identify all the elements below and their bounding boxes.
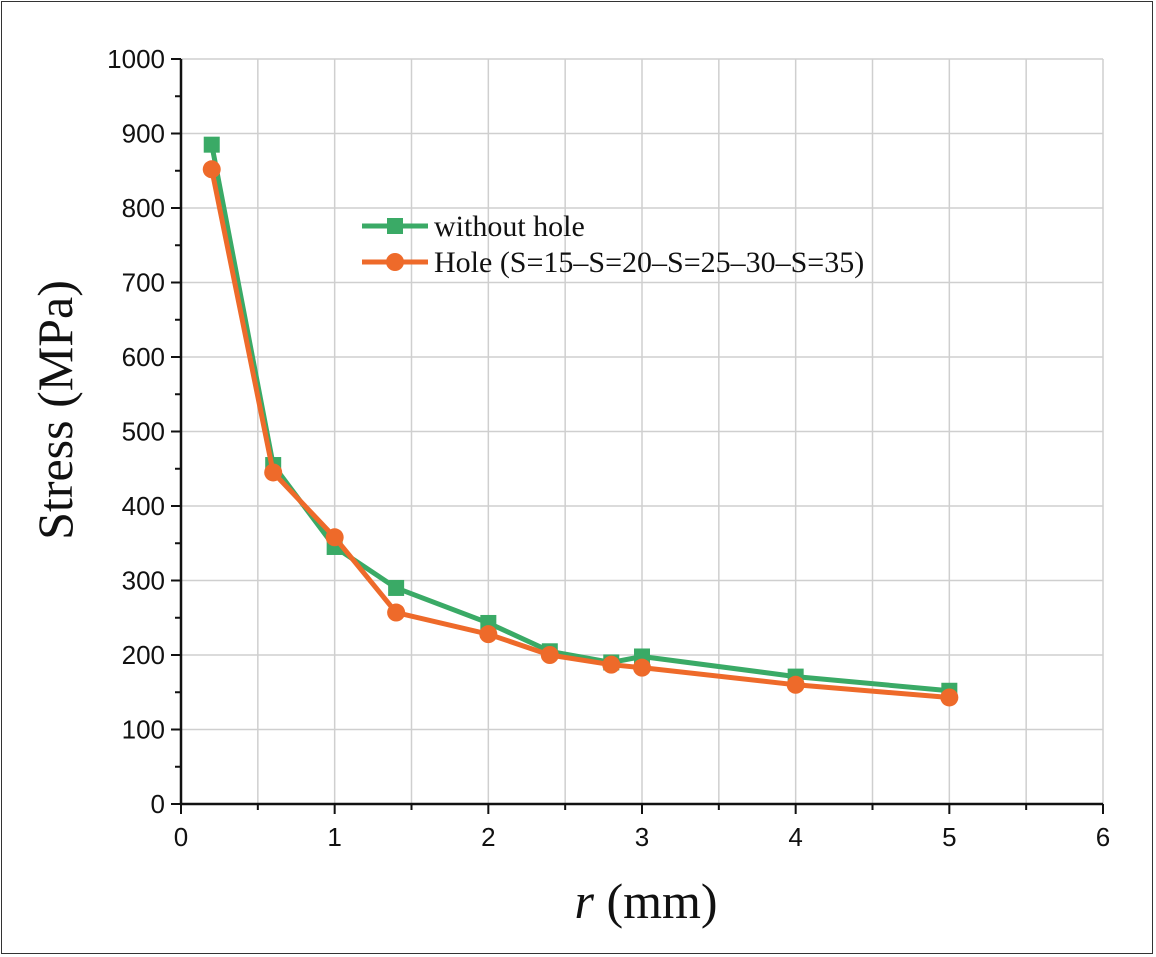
y-axis-title: Stress (MPa): [27, 280, 83, 540]
x-tick-label: 6: [1096, 822, 1110, 852]
y-tick-label: 0: [151, 789, 165, 819]
y-tick-label: 300: [122, 566, 165, 596]
y-tick-label: 700: [122, 268, 165, 298]
y-tick-label: 500: [122, 417, 165, 447]
x-axis-title: r (mm): [574, 873, 717, 929]
x-tick-label: 3: [635, 822, 649, 852]
y-tick-label: 800: [122, 193, 165, 223]
data-point-circle: [786, 675, 805, 694]
x-axis-unit: (mm): [594, 873, 718, 929]
x-tick-label: 4: [788, 822, 802, 852]
y-tick-label: 400: [122, 491, 165, 521]
y-tick-label: 900: [122, 119, 165, 149]
series-line-1: [209, 168, 950, 700]
data-point-circle: [387, 603, 406, 622]
data-point-circle: [202, 160, 221, 179]
x-tick-label: 1: [327, 822, 341, 852]
legend-label-hole: Hole (S=15–S=20–S=25–30–S=35): [434, 246, 864, 279]
data-point-circle: [479, 625, 498, 644]
legend-label-without-hole: without hole: [434, 210, 585, 243]
data-point-circle: [264, 463, 283, 482]
x-tick-label: 2: [481, 822, 495, 852]
data-point-circle: [325, 528, 344, 547]
legend: without hole Hole (S=15–S=20–S=25–30–S=3…: [362, 210, 864, 279]
y-tick-label: 600: [122, 342, 165, 372]
data-point-square: [388, 579, 405, 596]
ticks: 0 100 200 300 400 500 600 700 800 900 1000 0 1 2 3 4 5 6: [107, 44, 1110, 852]
x-tick-label: 0: [174, 822, 188, 852]
data-point-circle: [540, 646, 559, 664]
grid: [181, 58, 1104, 804]
data-point-circle: [940, 688, 959, 707]
y-tick-label: 200: [122, 640, 165, 670]
legend-marker-square: [387, 218, 403, 234]
data-point-circle: [633, 658, 651, 677]
legend-marker-circle: [386, 253, 404, 271]
data-point-square: [203, 136, 220, 153]
x-tick-label: 5: [942, 822, 956, 852]
x-axis-variable: r: [574, 873, 594, 929]
y-tick-label: 1000: [107, 44, 165, 74]
data-point-circle: [602, 655, 621, 674]
series-layer: [202, 136, 959, 707]
y-tick-label: 100: [122, 715, 165, 745]
